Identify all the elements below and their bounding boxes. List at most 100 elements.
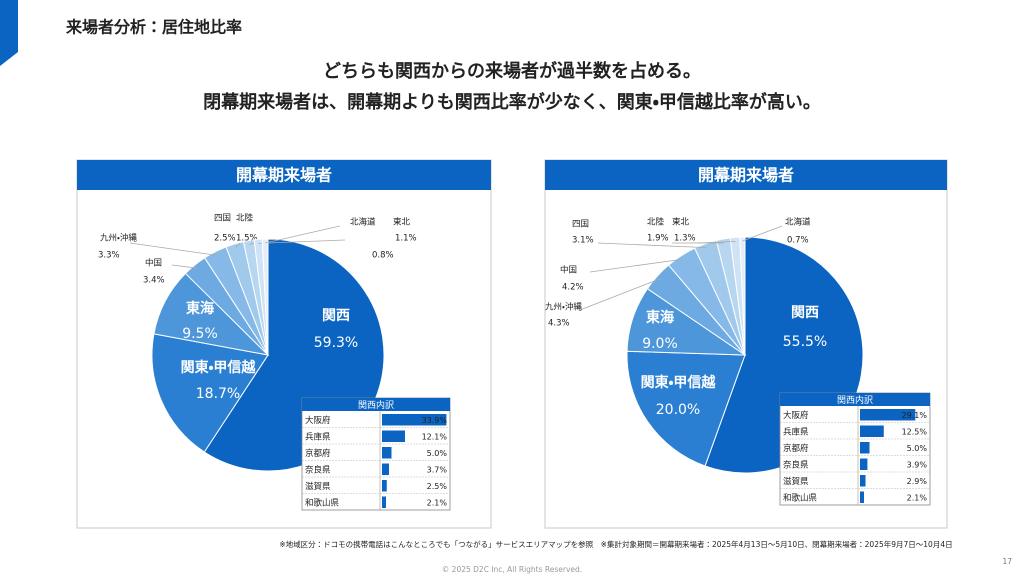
bar (382, 496, 386, 508)
slide-title: 来場者分析：居住地比率 (65, 18, 242, 37)
row-label: 和歌山県 (783, 492, 818, 503)
bar (860, 442, 870, 454)
leader-line (579, 278, 661, 311)
leader-line (258, 239, 346, 244)
bar (382, 447, 392, 459)
row-label: 滋賀県 (305, 481, 331, 492)
slice-label: 北海道 (350, 217, 376, 228)
slice-label: 九州・沖縄 (545, 302, 582, 313)
leader-line (597, 242, 707, 249)
slice-value: 4.3% (548, 319, 570, 329)
page-number: 17 (1002, 557, 1012, 566)
bar-value: 2.1% (427, 498, 448, 507)
pie-slice (151, 333, 269, 453)
bar (860, 491, 864, 503)
slice-value: 9.5% (182, 326, 218, 342)
slice-value: 55.5% (783, 334, 827, 350)
slice-label: 関西 (322, 308, 350, 324)
bar-value: 2.1% (907, 493, 928, 502)
slice-value: 1.3% (674, 234, 696, 244)
row-label: 和歌山県 (305, 497, 340, 508)
bar (860, 458, 868, 470)
inset-header (780, 393, 930, 406)
bar-value: 12.5% (902, 427, 928, 436)
slice-value: 2.5% (214, 234, 236, 244)
bar-value: 29.1% (902, 411, 928, 420)
bar (382, 430, 405, 442)
slice-value: 9.0% (642, 336, 678, 352)
leader-line (697, 241, 736, 244)
slice-label: 四国 (214, 214, 231, 224)
slice-value: 0.7% (787, 236, 809, 246)
row-label: 奈良県 (783, 459, 809, 470)
slice-label: 東北 (672, 217, 690, 228)
pie-slice (739, 236, 746, 356)
inset-title: 関西内訳 (358, 399, 394, 411)
bar (382, 480, 387, 492)
bar-value: 5.0% (907, 444, 928, 453)
slice-label: 関東・甲信越 (641, 374, 717, 391)
row-label: 兵庫県 (305, 431, 331, 442)
bar-value: 33.9% (422, 416, 448, 425)
row-label: 兵庫県 (783, 426, 809, 437)
copyright: © 2025 D2C Inc, All Rights Reserved. (442, 565, 582, 574)
slice-label: 北海道 (785, 217, 811, 228)
slice-label: 四国 (572, 220, 589, 230)
slice-value: 3.3% (98, 251, 120, 261)
bar-value: 12.1% (422, 432, 448, 441)
inset-title: 関西内訳 (837, 394, 873, 406)
leader-line (265, 225, 341, 244)
headline: 閉幕期来場者は、開幕期よりも関西比率が少なく、関東・甲信越比率が高い。 (203, 91, 821, 113)
bar (860, 409, 916, 421)
leader-line (249, 242, 255, 245)
leader-line (129, 242, 217, 256)
row-label: 京都府 (305, 449, 331, 459)
slice-label: 関東・甲信越 (181, 359, 257, 376)
bar-value: 3.9% (907, 460, 928, 469)
bar-value: 5.0% (427, 449, 448, 458)
pie-slice (626, 350, 746, 467)
slice-value: 18.7% (196, 386, 240, 402)
bar (860, 425, 884, 437)
bar-value: 2.5% (427, 482, 448, 491)
slice-value: 0.8% (372, 251, 394, 261)
row-label: 大阪府 (305, 415, 331, 426)
slice-label: 東海 (646, 309, 674, 326)
row-label: 大阪府 (783, 410, 809, 421)
slice-value: 1.1% (395, 234, 417, 244)
bar-value: 2.9% (907, 477, 928, 486)
slice-value: 59.3% (314, 335, 358, 351)
chart-title-band (77, 160, 491, 190)
slice-value: 3.1% (572, 236, 594, 246)
slice-label: 中国 (145, 258, 162, 269)
slice-label: 中国 (560, 265, 577, 276)
bar (860, 475, 866, 487)
footnote: ※地域区分：ドコモの携帯電話はこんなところでも「つながる」サービスエリアマップを… (279, 539, 952, 549)
pie-slice (261, 238, 269, 356)
inset-header (302, 398, 450, 411)
slice-label: 北陸 (647, 217, 665, 228)
slice-value: 1.5% (236, 234, 258, 244)
slice-value: 3.4% (143, 276, 165, 286)
bar (382, 414, 447, 426)
slice-value: 1.9% (647, 234, 669, 244)
leader-line (589, 258, 684, 273)
bar-value: 3.7% (427, 465, 448, 474)
row-label: 京都府 (783, 444, 809, 454)
headline: どちらも関西からの来場者が過半数を占める。 (323, 60, 701, 82)
slice-value: 4.2% (562, 283, 584, 293)
chart-title-band (545, 160, 947, 190)
slice-label: 東海 (186, 300, 214, 317)
leader-line (171, 264, 198, 269)
row-label: 奈良県 (305, 464, 331, 475)
slice-label: 関西 (791, 305, 819, 321)
slice-label: 北陸 (236, 213, 254, 224)
corner-decoration (0, 0, 18, 66)
slice-label: 九州・沖縄 (100, 233, 137, 244)
chart-title: 開幕期来場者 (698, 166, 794, 185)
leader-line (235, 242, 241, 249)
slice-value: 20.0% (656, 402, 700, 418)
row-label: 滋賀県 (783, 476, 809, 487)
chart-title: 開幕期来場者 (236, 166, 332, 185)
